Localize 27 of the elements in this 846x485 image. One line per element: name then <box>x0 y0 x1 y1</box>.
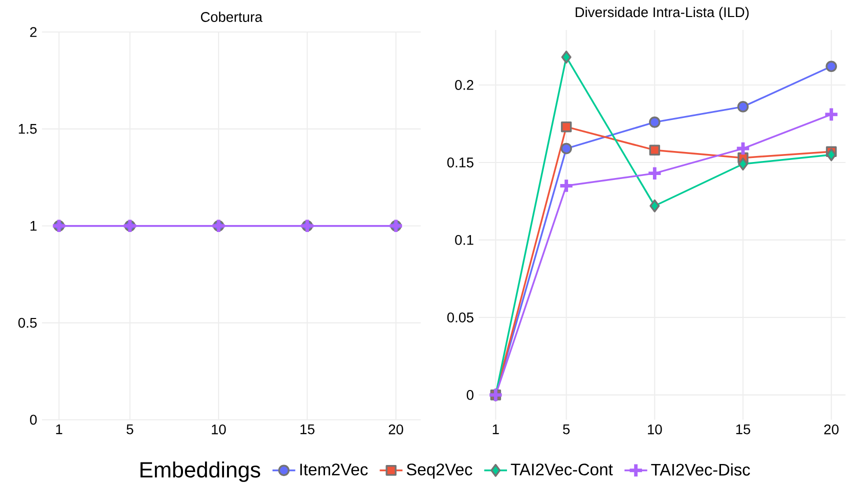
x-tick-label: 1 <box>492 424 499 434</box>
y-tick-label: 0.2 <box>455 80 474 90</box>
y-tick-label: 2 <box>30 27 37 38</box>
y-tick-label: 0 <box>466 390 474 400</box>
x-tick-label: 5 <box>126 424 134 434</box>
legend-label: TAI2Vec-Cont <box>510 464 613 476</box>
y-tick-label: 0.15 <box>447 158 474 168</box>
y-tick-label: 1.5 <box>18 124 37 134</box>
x-tick-label: 5 <box>563 424 570 434</box>
chart-title: Cobertura <box>200 12 262 22</box>
chart-title: Diversidade Intra-Lista (ILD) <box>576 7 749 20</box>
y-tick-label: 1 <box>30 221 37 231</box>
x-tick-label: 1 <box>56 424 62 434</box>
legend-label: Seq2Vec <box>406 464 472 479</box>
x-tick-label: 15 <box>300 424 314 434</box>
legend-label: TAI2Vec-Disc <box>651 464 750 476</box>
y-tick-label: 0.1 <box>455 235 474 246</box>
y-tick-label: 0 <box>30 414 37 425</box>
x-tick-label: 20 <box>388 424 404 434</box>
legend-label: Item2Vec <box>300 464 368 476</box>
y-tick-label: 0.05 <box>447 312 474 323</box>
x-tick-label: 20 <box>824 424 839 434</box>
x-tick-label: 10 <box>212 424 226 434</box>
legend-title: Embeddings <box>140 462 260 482</box>
x-tick-label: 10 <box>648 424 662 434</box>
y-tick-label: 0.5 <box>18 318 37 328</box>
x-tick-label: 15 <box>736 424 750 434</box>
